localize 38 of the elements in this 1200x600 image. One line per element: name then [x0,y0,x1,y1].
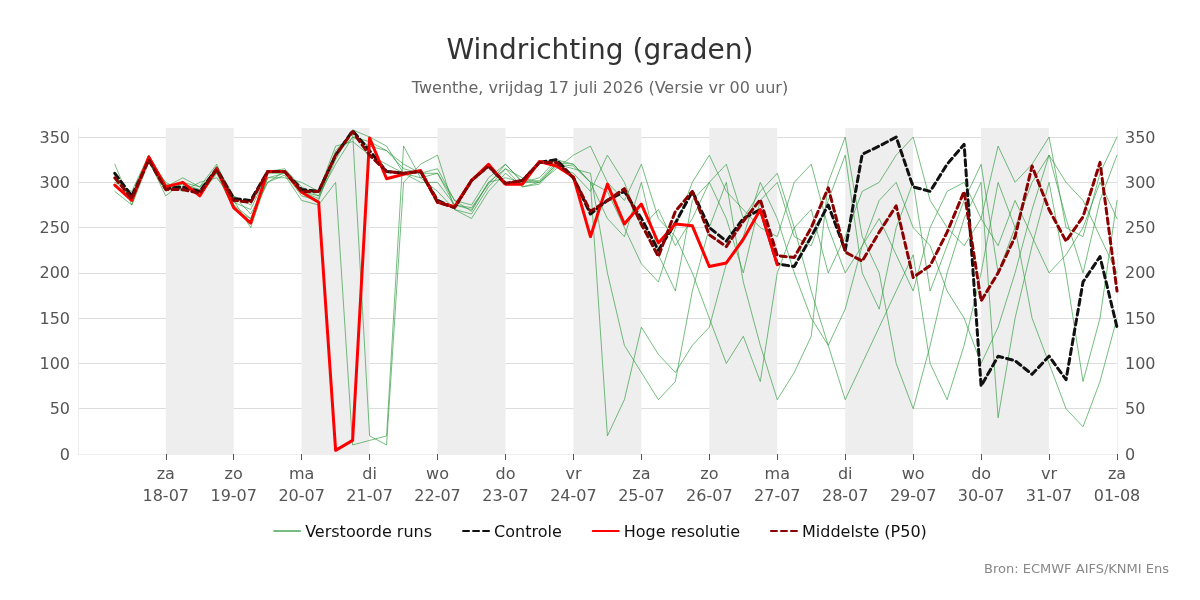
text: Bron: ECMWF AIFS/KNMI Ens [984,561,1170,576]
y-tick-label: 250 [39,218,70,238]
y-tick-label: 0 [59,444,70,464]
legend-label: Middelste (P50) [801,521,927,541]
legend-label: Verstoorde runs [305,521,433,541]
y-tick-label: 200 [39,263,70,283]
chart-title: Windrichting (graden) [446,32,754,66]
y-tick-label: 50 [49,399,70,419]
x-tick-label: ma 27-07 [754,463,801,505]
y-tick-label: 300 [39,172,70,192]
y2-tick-label: 0 [1125,444,1136,464]
y-tick-label: 350 [39,127,70,147]
x-tick-label: vr 24-07 [550,463,597,505]
x-tick-label: do 30-07 [957,463,1005,505]
x-tick-label: zo 26-07 [686,463,733,505]
x-tick-label: ma 20-07 [278,463,325,505]
legend-label: Hoge resolutie [623,521,740,541]
x-tick-label: za 25-07 [618,463,665,505]
y2-tick-label: 350 [1125,127,1156,147]
y-tick-label: 100 [39,353,70,373]
y2-tick-label: 50 [1125,399,1146,419]
y-tick-label: 150 [39,308,70,328]
x-tick-label: za 18-07 [142,463,190,505]
legend-label: Controle [494,521,562,541]
x-tick-label: di 21-07 [346,463,393,505]
y2-tick-label: 100 [1125,353,1156,373]
x-tick-label: wo 22-07 [414,463,461,505]
x-tick-label: vr 31-07 [1025,463,1073,505]
x-tick-label: di 28-07 [821,463,869,505]
y2-tick-label: 150 [1125,308,1156,328]
x-tick-label: zo 19-07 [210,463,257,505]
x-tick-label: wo 29-07 [889,463,937,505]
x-tick-label: do 23-07 [482,463,529,505]
y2-tick-label: 250 [1125,218,1156,238]
y2-tick-label: 200 [1125,263,1156,283]
x-tick-label: za 01-08 [1093,463,1141,505]
chart-subtitle: Twenthe, vrijdag 17 juli 2026 (Versie vr 00 uur) [410,77,789,97]
y2-tick-label: 300 [1125,172,1156,192]
